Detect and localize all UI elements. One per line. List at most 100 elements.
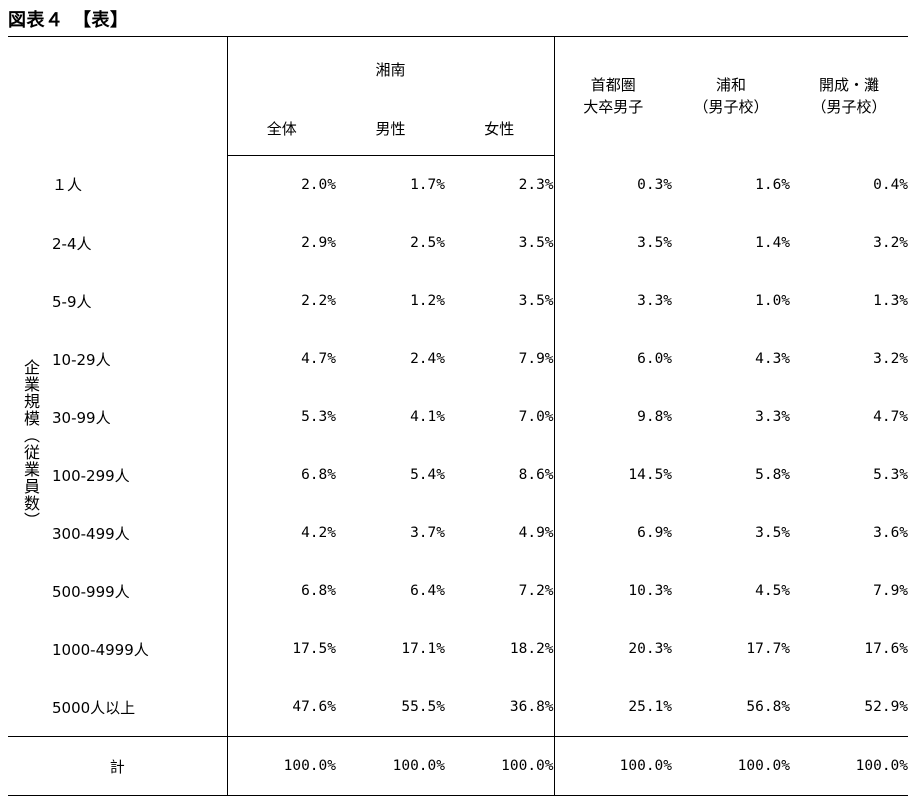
table-row: 企業規模（従業員数） １人 2.0% 1.7% 2.3% 0.3% 1.6% 0… — [8, 155, 908, 529]
total-value: 100.0% — [790, 736, 909, 796]
total-label: 計 — [8, 736, 227, 796]
cell-value: 5.3% — [873, 467, 909, 483]
cell-value: 47.6% — [226, 678, 336, 737]
header-row-2: 全体 男性 女性 — [8, 101, 908, 156]
table-row: 100-299人 6.8% 5.4% 8.6% 14.5% 5.8% 5.3% — [8, 446, 908, 504]
table-row: 300-499人 4.2% 3.7% 4.9% 6.9% 3.5% 3.6% — [8, 504, 908, 562]
cell-value: 3.3% — [553, 272, 673, 330]
cell-value: 4.7% — [226, 330, 336, 388]
table-row: 30-99人 5.3% 4.1% 7.0% 9.8% 3.3% 4.7% — [8, 388, 908, 446]
cell-value: 17.5% — [226, 620, 336, 678]
col-header-kaisei-nada: 開成・灘 （男子校） — [790, 36, 909, 156]
cell-value: 14.5% — [553, 446, 673, 504]
col-header-shonan-female: 女性 — [445, 101, 555, 156]
col-header-line: 大卒男子 — [583, 98, 644, 117]
col-header-line: 浦和 — [716, 76, 747, 95]
cell-value: 7.9% — [518, 351, 554, 367]
cell-value: 56.8% — [746, 699, 791, 715]
total-value: 100.0% — [553, 736, 673, 796]
col-header-shonan-male: 男性 — [336, 101, 445, 156]
cell-value: 1.4% — [755, 235, 791, 251]
row-group-label: 企業規模（従業員数） — [8, 156, 52, 737]
col-header-line: 首都圏 — [590, 76, 636, 95]
row-label: １人 — [52, 176, 83, 195]
table-row: 2-4人 2.9% 2.5% 3.5% 3.5% 1.4% 3.2% — [8, 214, 908, 272]
corner-cell — [8, 36, 227, 156]
table-row: 500-999人 6.8% 6.4% 7.2% 10.3% 4.5% 7.9% — [8, 562, 908, 620]
cell-value: 2.9% — [226, 214, 336, 272]
cell-value: 3.5% — [553, 214, 673, 272]
cell-value: 6.4% — [410, 583, 445, 599]
cell-value: 6.9% — [553, 504, 673, 562]
col-header-line: （男子校） — [811, 98, 887, 117]
cell-value: 4.1% — [410, 409, 445, 425]
header-row-1: 湘南 首都圏 大卒男子 浦和 （男子校） 開成・灘 （男子校） — [8, 36, 909, 156]
cell-value: 52.9% — [864, 699, 909, 715]
cell-value: 20.3% — [553, 620, 673, 678]
cell-value: 17.7% — [746, 641, 791, 657]
cell-value: 55.5% — [401, 699, 445, 715]
cell-value: 5.3% — [226, 388, 336, 446]
table-row: 1000-4999人 17.5% 17.1% 18.2% 20.3% 17.7%… — [8, 620, 908, 678]
cell-value: 4.2% — [226, 504, 336, 562]
cell-value: 18.2% — [509, 641, 554, 657]
total-value: 100.0% — [336, 736, 445, 796]
cell-value: 7.9% — [873, 583, 909, 599]
cell-value: 1.0% — [755, 293, 791, 309]
cell-value: 0.3% — [553, 155, 673, 214]
cell-value: 36.8% — [509, 699, 554, 715]
cell-value: 25.1% — [553, 678, 673, 737]
row-label: 5-9人 — [52, 292, 92, 311]
cell-value: 5.4% — [410, 467, 445, 483]
cell-value: 6.8% — [226, 446, 336, 504]
cell-value: 4.3% — [755, 351, 791, 367]
cell-value: 7.2% — [518, 583, 554, 599]
total-value: 100.0% — [445, 736, 555, 796]
cell-value: 2.3% — [518, 177, 554, 193]
row-label: 100-299人 — [52, 466, 130, 485]
total-value: 100.0% — [226, 736, 336, 796]
cell-value: 17.6% — [864, 641, 909, 657]
row-label: 5000人以上 — [52, 698, 136, 717]
cell-value: 1.6% — [755, 176, 791, 193]
cell-value: 2.5% — [410, 235, 445, 251]
cell-value: 4.7% — [873, 409, 909, 425]
cell-value: 3.5% — [518, 235, 554, 251]
row-label: 30-99人 — [52, 408, 111, 427]
col-header-line: （男子校） — [693, 98, 769, 117]
cell-value: 3.3% — [755, 409, 791, 425]
total-row: 計 100.0% 100.0% 100.0% 100.0% 100.0% 100… — [8, 736, 909, 796]
cell-value: 1.7% — [410, 177, 445, 193]
cell-value: 2.2% — [226, 272, 336, 330]
table-row: 5-9人 2.2% 1.2% 3.5% 3.3% 1.0% 1.3% — [8, 272, 908, 330]
col-header-line: 開成・灘 — [819, 76, 880, 95]
cell-value: 8.6% — [518, 467, 554, 483]
cell-value: 5.8% — [755, 467, 791, 483]
data-table: 湘南 首都圏 大卒男子 浦和 （男子校） 開成・灘 （男子校） 全体 男性 女性… — [8, 36, 909, 796]
table-row: 10-29人 4.7% 2.4% 7.9% 6.0% 4.3% 3.2% — [8, 330, 908, 388]
cell-value: 3.5% — [755, 525, 791, 541]
cell-value: 1.3% — [873, 293, 909, 309]
cell-value: 3.5% — [518, 293, 554, 309]
figure-title: 図表４ 【表】 — [8, 10, 129, 31]
group-header-shonan: 湘南 — [226, 36, 555, 101]
cell-value: 10.3% — [553, 562, 673, 620]
cell-value: 4.5% — [755, 583, 791, 599]
total-value: 100.0% — [672, 736, 791, 796]
cell-value: 4.9% — [518, 525, 554, 541]
cell-value: 6.8% — [226, 562, 336, 620]
cell-value: 2.4% — [410, 351, 445, 367]
row-group-label-text: 企業規模（従業員数） — [21, 358, 40, 529]
cell-value: 3.2% — [873, 235, 909, 251]
cell-value: 17.1% — [401, 641, 445, 657]
row-label: 500-999人 — [52, 582, 130, 601]
col-header-shonan-all: 全体 — [226, 101, 336, 156]
row-label: 1000-4999人 — [52, 640, 149, 659]
row-label: 300-499人 — [52, 524, 130, 543]
cell-value: 3.7% — [410, 525, 445, 541]
col-header-urawa: 浦和 （男子校） — [672, 36, 791, 156]
row-label: 2-4人 — [52, 234, 92, 253]
cell-value: 9.8% — [553, 388, 673, 446]
col-header-shutoken: 首都圏 大卒男子 — [553, 36, 673, 156]
cell-value: 1.2% — [410, 293, 445, 309]
